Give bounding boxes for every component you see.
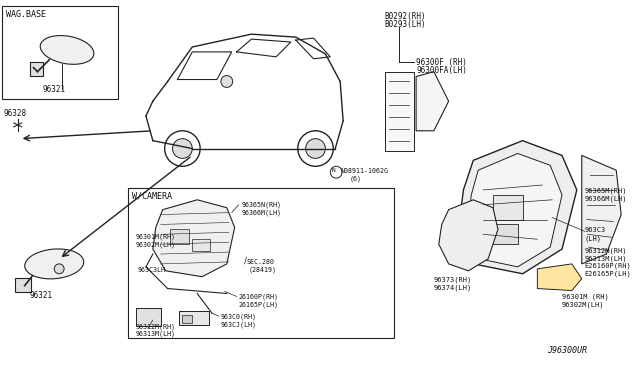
Text: 96365N(RH): 96365N(RH) (241, 202, 282, 208)
Text: 96321: 96321 (30, 291, 53, 299)
Polygon shape (467, 154, 562, 267)
Text: 96328: 96328 (4, 109, 27, 118)
Text: 96373(RH): 96373(RH) (434, 277, 472, 283)
Text: SEC.280: SEC.280 (246, 259, 275, 265)
Text: W/CAMERA: W/CAMERA (132, 192, 172, 201)
Circle shape (306, 139, 325, 158)
Text: 96302M(LH): 96302M(LH) (562, 301, 605, 308)
Text: 96300FA(LH): 96300FA(LH) (416, 66, 467, 75)
Text: 26160P(RH): 26160P(RH) (239, 294, 278, 300)
Bar (2, 6, 118, 99)
Text: (LH): (LH) (585, 235, 602, 242)
Bar (179, 311, 209, 325)
Bar (29, 62, 44, 76)
Text: 963C3: 963C3 (585, 227, 606, 233)
Text: B0293(LH): B0293(LH) (385, 20, 426, 29)
Text: 963C0(RH): 963C0(RH) (221, 313, 257, 320)
Bar (493, 224, 518, 244)
Text: (6): (6) (350, 175, 362, 182)
Text: 96312M(RH): 96312M(RH) (585, 247, 627, 254)
Bar (192, 239, 210, 251)
Text: 96302M(LH): 96302M(LH) (136, 241, 176, 248)
Circle shape (221, 76, 233, 87)
Circle shape (164, 131, 200, 166)
Text: 96313M(LH): 96313M(LH) (585, 255, 627, 262)
Text: 96365M(RH): 96365M(RH) (585, 188, 627, 195)
Text: 963CJ(LH): 963CJ(LH) (221, 321, 257, 328)
Polygon shape (458, 141, 577, 274)
Text: 96374(LH): 96374(LH) (434, 285, 472, 291)
Bar (136, 308, 161, 326)
Polygon shape (538, 264, 582, 291)
Bar (385, 72, 414, 151)
Text: B0292(RH): B0292(RH) (385, 13, 426, 22)
Text: 96313M(LH): 96313M(LH) (136, 331, 176, 337)
Text: E26165P(LH): E26165P(LH) (585, 271, 632, 277)
Bar (15, 278, 31, 292)
Polygon shape (153, 200, 235, 277)
Text: 96366M(LH): 96366M(LH) (241, 210, 282, 216)
Polygon shape (416, 72, 449, 131)
Circle shape (330, 166, 342, 178)
Text: 96321: 96321 (43, 86, 66, 94)
Text: 96301M (RH): 96301M (RH) (562, 294, 609, 300)
Circle shape (173, 139, 192, 158)
Circle shape (54, 264, 64, 274)
Text: 963C3LH: 963C3LH (138, 267, 166, 273)
Text: E26160P(RH): E26160P(RH) (585, 263, 632, 269)
Polygon shape (439, 200, 498, 271)
Text: 26165P(LH): 26165P(LH) (239, 301, 278, 308)
Text: (28419): (28419) (248, 267, 276, 273)
Text: N08911-1062G: N08911-1062G (340, 168, 388, 174)
Text: N: N (332, 168, 335, 173)
Text: J96300UR: J96300UR (547, 346, 587, 355)
Polygon shape (582, 155, 621, 264)
Bar (170, 230, 189, 244)
Ellipse shape (40, 36, 94, 64)
Bar (182, 315, 192, 323)
Bar (128, 188, 394, 338)
Circle shape (298, 131, 333, 166)
Text: 96366M(LH): 96366M(LH) (585, 196, 627, 202)
Bar (493, 195, 523, 219)
Text: 96301M(RH): 96301M(RH) (136, 233, 176, 240)
Ellipse shape (25, 249, 84, 279)
Text: 96300F (RH): 96300F (RH) (416, 58, 467, 67)
Text: 96312M(RH): 96312M(RH) (136, 323, 176, 330)
Text: WAG.BASE: WAG.BASE (6, 10, 46, 19)
